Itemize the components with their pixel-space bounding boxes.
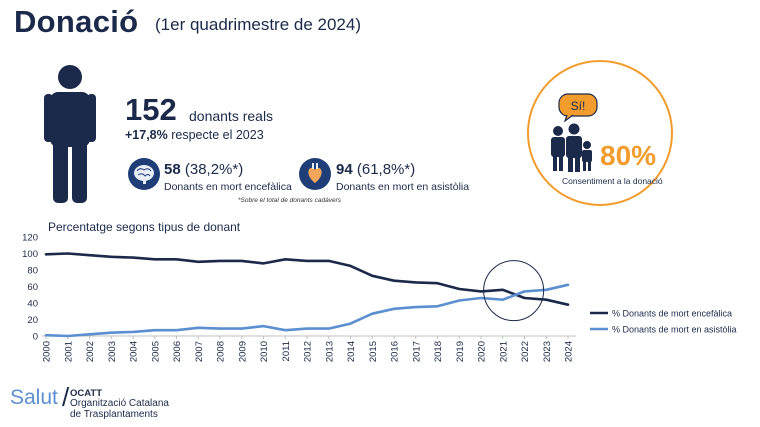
stat-asistolia-value: 94 [336,161,353,178]
logo-salut: Salut [10,386,58,409]
y-tick-label: 60 [27,282,38,293]
consent-circle [527,60,673,206]
x-tick-label: 2011 [281,341,292,361]
line-chart: 0 20 40 60 80 100 120 2000 2001 2002 2003 2004 2005 2… [22,233,737,363]
page-subtitle: (1er quadrimestre de 2024) [155,15,362,34]
x-tick-label: 2015 [368,341,379,362]
x-tick-label: 2008 [216,341,227,362]
x-tick-label: 2019 [455,341,466,362]
stat-encefalica-pct: (38,2%*) [184,161,244,178]
x-tick-label: 2002 [85,341,96,362]
consent-percentage: 80% [600,140,657,171]
logo-org-line2: de Trasplantaments [70,409,158,420]
x-tick-label: 2009 [237,341,248,362]
x-tick-label: 2001 [63,341,74,362]
chart-title: Percentatge segons tipus de donant [48,220,241,234]
stat-encefalica: 58 (38,2%*) [164,161,243,178]
heart-icon [299,158,331,190]
x-tick-label: 2016 [390,341,401,362]
donors-change-value: +17,8% [125,128,168,142]
x-tick-label: 2005 [150,341,161,362]
y-tick-label: 0 [33,332,38,343]
series-line-2 [44,283,570,338]
y-tick-label: 40 [27,299,38,310]
y-tick-label: 80 [27,266,38,277]
highlight-circle [483,260,545,322]
logo-org-line1: Organització Catalana [70,398,169,409]
donors-change-text: respecte el 2023 [171,128,264,142]
x-tick-label: 2024 [564,341,575,362]
x-tick-label: 2023 [542,341,553,362]
person-icon [44,65,96,203]
x-tick-label: 2014 [346,341,357,362]
y-tick-label: 120 [22,233,38,244]
series-line-1 [44,252,570,306]
family-icon [551,123,592,172]
x-tick-label: 2010 [259,341,270,362]
legend-label-2: % Donants de mort en asistòlia [612,325,737,335]
x-tick-label: 2012 [303,341,314,362]
stat-asistolia: 94 (61,8%*) [336,161,415,178]
x-tick-label: 2004 [129,341,140,362]
x-tick-label: 2007 [194,341,205,362]
x-tick-label: 2022 [520,341,531,362]
footnote: *Sobre el total de donants cadàvers [238,197,341,204]
x-tick-label: 2018 [433,341,444,362]
stat-asistolia-pct: (61,8%*) [356,161,416,178]
y-tick-label: 20 [27,315,38,326]
donors-count: 152 [125,92,177,127]
bubble-text: Sí! [571,99,586,113]
donors-label: donants reals [189,108,274,124]
logo-ocatt: OCATT [70,388,103,399]
page-title: Donació [14,4,139,39]
x-tick-label: 2003 [107,341,118,362]
x-tick-label: 2000 [42,341,53,362]
x-tick-label: 2017 [411,341,422,362]
x-tick-label: 2020 [477,341,488,362]
x-tick-label: 2013 [324,341,335,362]
logo-slash: / [62,382,70,412]
stat-encefalica-label: Donants en mort encefàlica [164,181,292,193]
speech-bubble-icon: Sí! [558,93,598,122]
x-tick-label: 2021 [498,341,509,362]
stat-encefalica-value: 58 [164,161,181,178]
brain-icon [128,158,160,190]
x-tick-label: 2006 [172,341,183,362]
consent-label: Consentiment a la donació [562,176,663,186]
legend-label-1: % Donants de mort encefàlica [612,309,732,319]
stat-asistolia-label: Donants en mort en asistòlia [336,181,470,193]
donors-change: +17,8% respecte el 2023 [125,128,264,142]
y-tick-label: 100 [22,249,38,260]
